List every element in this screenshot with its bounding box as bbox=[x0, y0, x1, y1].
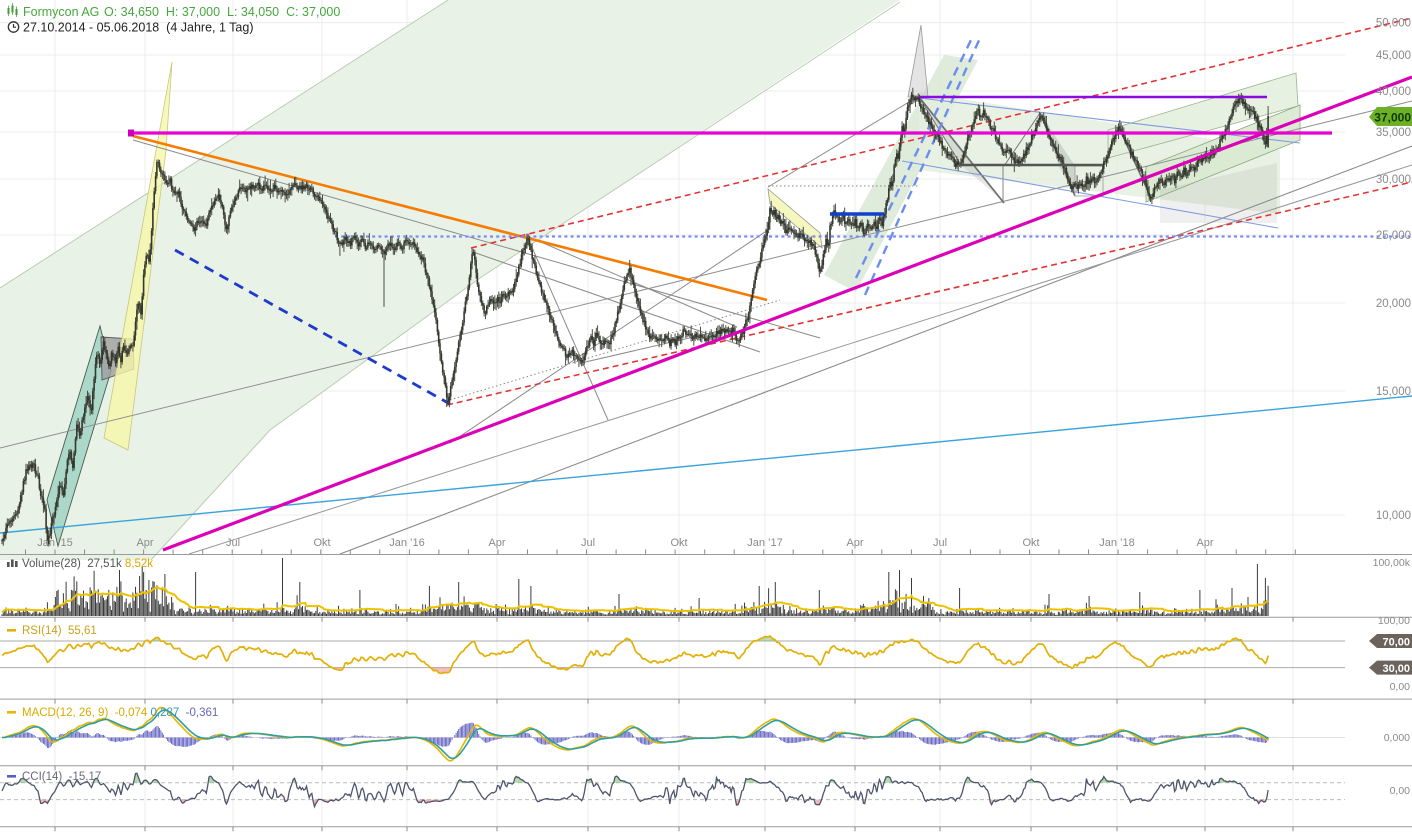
svg-text:30,00: 30,00 bbox=[1382, 663, 1410, 675]
svg-text:Jan ’16: Jan ’16 bbox=[389, 537, 424, 549]
svg-text:Formycon AG: Formycon AG bbox=[23, 5, 99, 19]
svg-text:30,000: 30,000 bbox=[1376, 174, 1411, 186]
svg-text:Apr: Apr bbox=[846, 537, 863, 549]
svg-text:35,000: 35,000 bbox=[1376, 127, 1411, 139]
svg-text:Jan ’18: Jan ’18 bbox=[1099, 537, 1134, 549]
svg-text:Jul: Jul bbox=[226, 537, 240, 549]
svg-text:0,000: 0,000 bbox=[1384, 732, 1410, 744]
svg-text:25,000: 25,000 bbox=[1376, 230, 1411, 242]
svg-text:37,000: 37,000 bbox=[1374, 111, 1411, 125]
svg-text:10,000: 10,000 bbox=[1376, 510, 1411, 522]
svg-text:Okt: Okt bbox=[670, 537, 687, 549]
svg-text:70,00: 70,00 bbox=[1382, 637, 1410, 649]
svg-text:0,00: 0,00 bbox=[1390, 785, 1411, 797]
svg-text:Jan ’17: Jan ’17 bbox=[747, 537, 782, 549]
svg-text:40,000: 40,000 bbox=[1376, 86, 1411, 98]
svg-text:20,000: 20,000 bbox=[1376, 298, 1411, 310]
svg-text:15,000: 15,000 bbox=[1376, 386, 1411, 398]
svg-text:Jan ’15: Jan ’15 bbox=[37, 537, 72, 549]
svg-text:Jul: Jul bbox=[933, 537, 947, 549]
svg-text:50,000: 50,000 bbox=[1376, 18, 1411, 30]
svg-text:MACD(12, 26, 9) -0,074 0,287: MACD(12, 26, 9) -0,074 0,287 -0,361 bbox=[22, 707, 218, 719]
svg-text:27.10.2014 - 05.06.2018 (4 Ja: 27.10.2014 - 05.06.2018 (4 Jahre, 1 Tag) bbox=[23, 21, 254, 35]
svg-text:Okt: Okt bbox=[1022, 537, 1039, 549]
svg-text:Volume(28) 27,51k 8,52k: Volume(28) 27,51k 8,52k bbox=[22, 558, 153, 570]
svg-text:Okt: Okt bbox=[313, 537, 330, 549]
svg-text:100,00: 100,00 bbox=[1378, 615, 1410, 627]
svg-text:O: 34,650 H: 37,000 L: 34,05: O: 34,650 H: 37,000 L: 34,050 C: 37,000 bbox=[104, 5, 340, 19]
svg-text:45,000: 45,000 bbox=[1376, 50, 1411, 62]
svg-text:RSI(14) 55,61: RSI(14) 55,61 bbox=[22, 625, 97, 637]
svg-text:Apr: Apr bbox=[1196, 537, 1213, 549]
svg-text:CCI(14) -15,17: CCI(14) -15,17 bbox=[22, 771, 101, 783]
svg-text:100,00k: 100,00k bbox=[1373, 557, 1411, 569]
svg-text:Jul: Jul bbox=[581, 537, 595, 549]
svg-text:Apr: Apr bbox=[136, 537, 153, 549]
svg-text:0,00: 0,00 bbox=[1390, 681, 1411, 693]
svg-text:Apr: Apr bbox=[488, 537, 505, 549]
